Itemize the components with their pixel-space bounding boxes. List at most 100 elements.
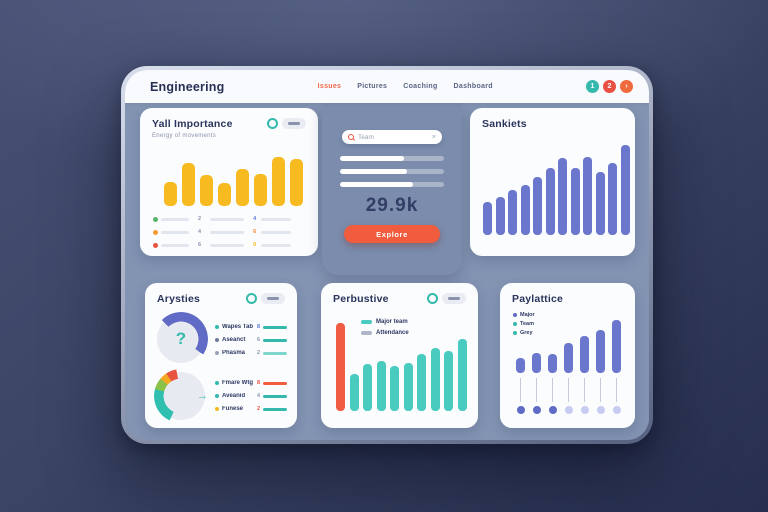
- arysties-legend-bottom: Fmare Wtg 8 Aveanid 4 Funese 2: [215, 379, 288, 413]
- nav-item-coaching[interactable]: Coaching: [403, 83, 438, 90]
- legend-dot: [513, 322, 517, 326]
- bar: [272, 157, 285, 206]
- lollipop-column: [548, 318, 557, 418]
- sankiets-bar-chart: [483, 145, 630, 235]
- bar: [520, 185, 530, 235]
- search-input[interactable]: [358, 133, 428, 141]
- paylattice-lollipop-chart: [516, 318, 621, 418]
- legend-item: Wapes Tab 8: [215, 323, 288, 331]
- panel-arysties-title: Arysties: [157, 293, 201, 305]
- action-1-button[interactable]: 1: [586, 80, 599, 93]
- legend-label: Grey: [520, 330, 533, 336]
- lollipop-dot: [532, 406, 541, 414]
- bar: [595, 172, 605, 235]
- panel-paylattice: Paylattice Major Team Grey: [500, 283, 635, 428]
- bar: [200, 175, 213, 206]
- target-icon[interactable]: [246, 293, 257, 304]
- panel-sankiets-title: Sankiets: [482, 118, 527, 130]
- action-2-button[interactable]: 2: [603, 80, 616, 93]
- legend-dot: [215, 338, 219, 342]
- dashboard-window: Engineering Issues Pictures Coaching Dashbo…: [121, 66, 653, 444]
- progress-track: [340, 156, 444, 161]
- progress-fill: [340, 169, 407, 174]
- target-icon[interactable]: [427, 293, 438, 304]
- panel-importance-title: Yall Importance: [152, 118, 233, 130]
- legend-item: Aveanid 4: [215, 392, 288, 400]
- more-button[interactable]: [261, 293, 285, 304]
- clear-icon[interactable]: ×: [431, 133, 436, 141]
- bar: [236, 169, 249, 206]
- panel-perbustive-header: Perbustive: [321, 283, 478, 305]
- placeholder-line: [210, 243, 245, 247]
- legend-label: Major team: [376, 319, 408, 325]
- panel-perbustive: Perbustive Major team Attendance: [321, 283, 478, 428]
- stem-line: [520, 378, 521, 402]
- legend-number: 8: [257, 380, 261, 386]
- panel-paylattice-header: Paylattice: [500, 283, 635, 305]
- question-icon: ?: [175, 329, 187, 348]
- nav-item-pictures[interactable]: Pictures: [357, 83, 388, 90]
- bar: [164, 182, 177, 206]
- bar: [580, 336, 589, 373]
- placeholder-line: [261, 243, 292, 247]
- panel-search-card: × 29.9k Explore: [322, 103, 462, 275]
- action-3-button[interactable]: ›: [620, 80, 633, 93]
- donut-chart-top: ?: [154, 312, 208, 366]
- bar: [290, 159, 303, 206]
- lollipop-dot: [580, 406, 589, 414]
- row-number: 4: [198, 229, 202, 235]
- bar: [417, 354, 426, 411]
- legend-label: Aseanct: [222, 337, 246, 343]
- stem-line: [568, 378, 569, 402]
- more-icon: [267, 297, 279, 300]
- highlight-bar: [336, 323, 345, 411]
- legend-item: Major team: [361, 319, 409, 325]
- target-icon[interactable]: [267, 118, 278, 129]
- search-icon: [348, 134, 354, 140]
- legend-line: [263, 381, 288, 385]
- placeholder-line: [210, 230, 245, 234]
- legend-number: 2: [257, 350, 261, 356]
- legend-dot: [513, 331, 517, 335]
- more-button[interactable]: [442, 293, 466, 304]
- panel-importance-header: Yall Importance Energy of movements: [140, 108, 318, 139]
- progress-track: [340, 182, 444, 187]
- panel-importance-subtitle: Energy of movements: [152, 133, 217, 139]
- bar: [430, 348, 440, 411]
- arrow-right-icon: →: [197, 390, 208, 402]
- legend-dot: [215, 394, 219, 398]
- legend-swatch: [361, 331, 372, 335]
- nav-item-dashboard[interactable]: Dashboard: [453, 83, 493, 90]
- row-number: 6: [198, 242, 202, 248]
- legend-item: Fmare Wtg 8: [215, 379, 288, 387]
- row-number: 6: [253, 229, 257, 235]
- legend-item: Team: [513, 321, 535, 327]
- progress-track: [340, 169, 444, 174]
- legend-number: 2: [257, 406, 261, 412]
- lollipop-column: [516, 318, 525, 418]
- cta-button[interactable]: Explore: [344, 225, 440, 243]
- perbustive-legend: Major team Attendance: [361, 319, 409, 336]
- search-bar[interactable]: ×: [342, 130, 442, 144]
- bar: [532, 353, 541, 373]
- legend-line: [263, 394, 288, 398]
- legend-item: Major: [513, 312, 535, 318]
- legend-dot: [215, 325, 219, 329]
- legend-label: Fmare Wtg: [222, 380, 254, 386]
- nav-item-issues[interactable]: Issues: [317, 83, 342, 90]
- legend-dot: [215, 381, 219, 385]
- lollipop-column: [532, 318, 541, 418]
- legend-label: Major: [520, 312, 535, 318]
- legend-label: Funese: [222, 406, 244, 412]
- status-dot: [153, 242, 158, 248]
- legend-label: Team: [520, 321, 534, 327]
- more-button[interactable]: [282, 118, 306, 129]
- lollipop-dot: [548, 406, 557, 414]
- lollipop-dot: [564, 406, 573, 414]
- header: Engineering Issues Pictures Coaching Dashbo…: [125, 70, 649, 103]
- panel-perbustive-title: Perbustive: [333, 293, 389, 305]
- legend-dot: [215, 351, 219, 355]
- bar: [495, 197, 505, 235]
